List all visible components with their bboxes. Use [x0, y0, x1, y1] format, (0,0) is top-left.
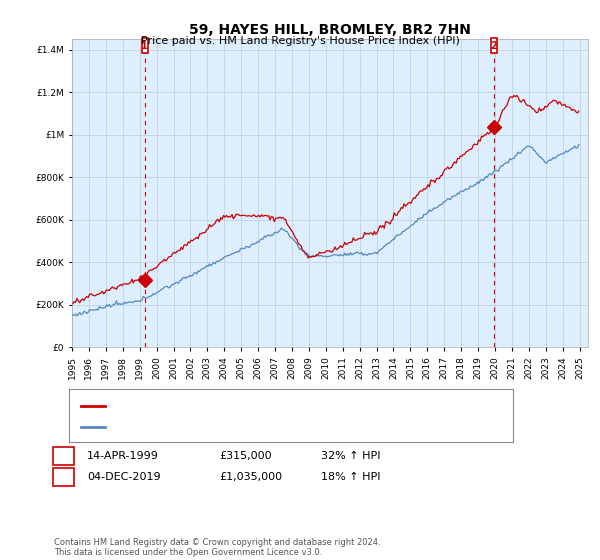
Text: Price paid vs. HM Land Registry's House Price Index (HPI): Price paid vs. HM Land Registry's House …	[140, 36, 460, 46]
Text: £1,035,000: £1,035,000	[219, 472, 282, 482]
Text: 2: 2	[490, 40, 497, 50]
Text: 2: 2	[60, 472, 67, 482]
Text: HPI: Average price, detached house, Bromley: HPI: Average price, detached house, Brom…	[111, 422, 332, 432]
Bar	[491, 38, 497, 53]
Text: 18% ↑ HPI: 18% ↑ HPI	[321, 472, 380, 482]
Text: Contains HM Land Registry data © Crown copyright and database right 2024.
This d: Contains HM Land Registry data © Crown c…	[54, 538, 380, 557]
Text: 04-DEC-2019: 04-DEC-2019	[87, 472, 161, 482]
Text: £315,000: £315,000	[219, 451, 272, 461]
Text: 32% ↑ HPI: 32% ↑ HPI	[321, 451, 380, 461]
Text: 14-APR-1999: 14-APR-1999	[87, 451, 159, 461]
Text: 1: 1	[60, 451, 67, 461]
Title: 59, HAYES HILL, BROMLEY, BR2 7HN: 59, HAYES HILL, BROMLEY, BR2 7HN	[189, 22, 471, 36]
Text: 1: 1	[141, 40, 148, 50]
Text: 59, HAYES HILL, BROMLEY, BR2 7HN (detached house): 59, HAYES HILL, BROMLEY, BR2 7HN (detach…	[111, 401, 378, 411]
Bar	[142, 38, 148, 53]
